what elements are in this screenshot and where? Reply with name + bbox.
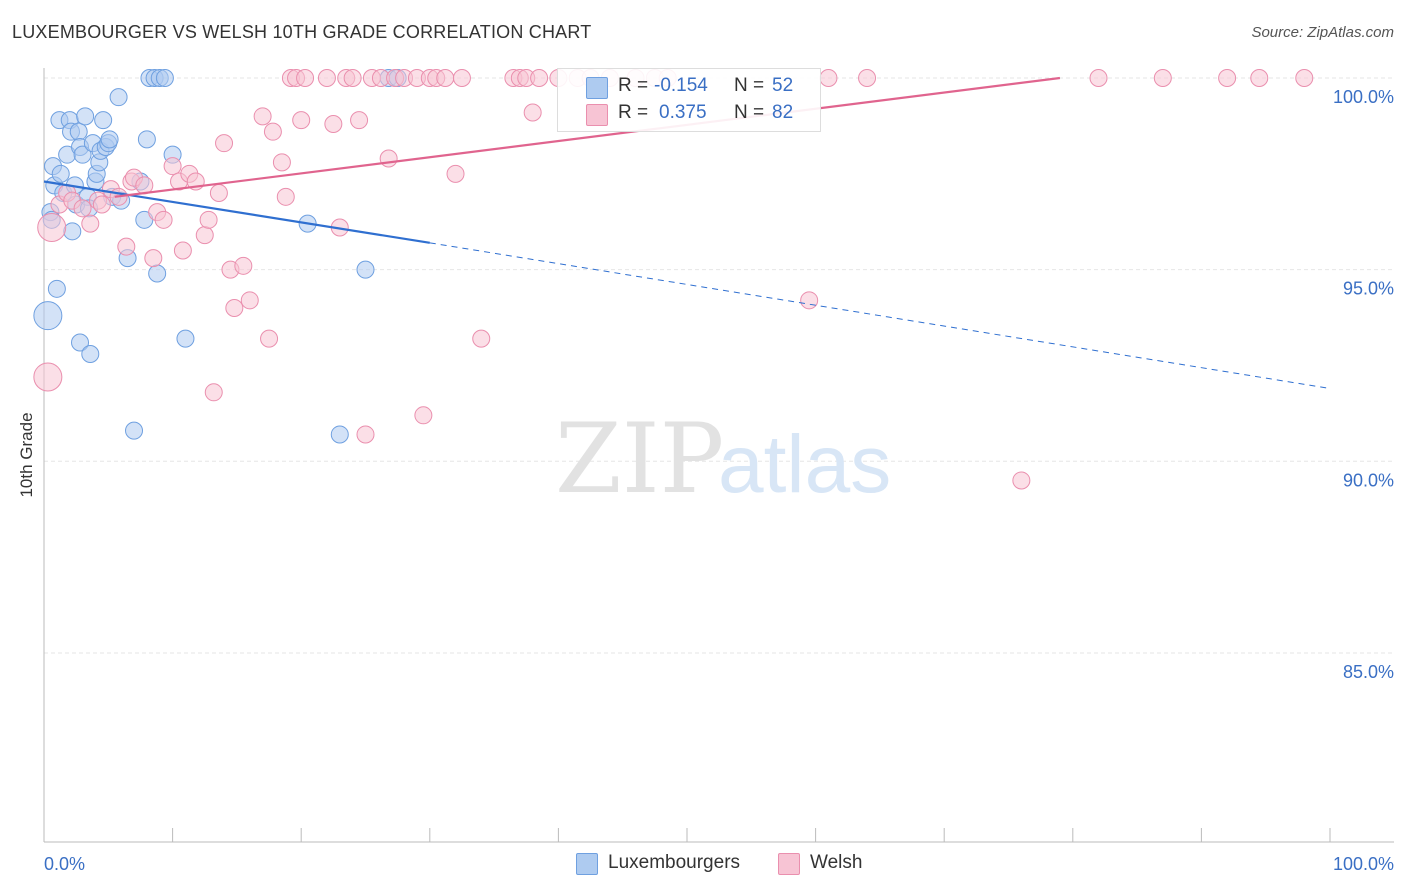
y-tick-label: 85.0% [1343, 662, 1394, 682]
luxembourger-point [71, 333, 90, 352]
welsh-point [209, 183, 228, 202]
welsh-point [240, 291, 259, 310]
legend-swatch-pink [586, 104, 608, 126]
welsh-point [858, 69, 877, 87]
luxembourger-point [94, 111, 113, 130]
welsh-point [154, 210, 173, 229]
legend-r-label: R = [618, 75, 649, 96]
welsh-point [350, 111, 369, 130]
luxembourger-point [47, 279, 66, 298]
welsh-point [204, 383, 223, 402]
welsh-point [472, 329, 491, 348]
welsh-point [263, 122, 282, 141]
legend-n-label: N = [734, 102, 765, 123]
welsh-point [276, 187, 295, 206]
welsh-point [1012, 471, 1031, 490]
welsh-point [144, 249, 163, 268]
legend-r-label: R = [618, 102, 649, 123]
luxembourger-point [125, 421, 144, 440]
luxembourger-point [356, 260, 375, 279]
welsh-point [446, 164, 465, 183]
bottom-legend-label: Luxembourgers [608, 852, 741, 873]
bottom-legend-swatch-blue [576, 853, 598, 875]
luxembourger-point [155, 69, 174, 87]
welsh-point [317, 69, 336, 87]
welsh-point [234, 256, 253, 275]
watermark-atlas: atlas [718, 419, 891, 510]
welsh-point [163, 157, 182, 176]
watermark-zip: ZIP [555, 403, 724, 515]
x-tick-label-end: 100.0% [1333, 854, 1394, 874]
welsh-point [117, 237, 136, 256]
welsh-point [800, 291, 819, 310]
luxembourger-point [330, 425, 349, 444]
luxembourger-point [148, 264, 167, 283]
welsh-point [225, 298, 244, 317]
welsh-point [33, 362, 63, 392]
welsh-point [1089, 69, 1108, 87]
luxembourger-point [81, 344, 100, 363]
bottom-legend-label: Welsh [810, 852, 863, 873]
welsh-point [1218, 69, 1237, 87]
welsh-point [92, 195, 111, 214]
legend-swatch-blue [586, 77, 608, 99]
welsh-point [292, 111, 311, 130]
luxembourger-point [137, 130, 156, 149]
welsh-point [1295, 69, 1314, 87]
welsh-point [272, 153, 291, 172]
welsh-point [296, 69, 315, 87]
luxembourger-point [69, 122, 88, 141]
welsh-point [215, 134, 234, 153]
y-tick-label: 95.0% [1343, 279, 1394, 299]
luxembourger-point [76, 107, 95, 126]
welsh-point [530, 69, 549, 87]
welsh-point [1153, 69, 1172, 87]
welsh-point [356, 425, 375, 444]
luxembourger-point [73, 145, 92, 164]
welsh-point [819, 69, 838, 87]
welsh-point [343, 69, 362, 87]
luxembourger-point [33, 301, 63, 331]
welsh-point [324, 114, 343, 133]
source-label: Source: ZipAtlas.com [1251, 24, 1394, 41]
luxembourger-trend-extension [429, 242, 1331, 389]
legend-n-value: 82 [772, 102, 794, 123]
correlation-legend: R = -0.154 N = 52 R = 0.375 N = 82 [557, 68, 821, 132]
welsh-point [260, 329, 279, 348]
legend-r-value: -0.154 [654, 75, 708, 96]
legend-r-value: 0.375 [659, 102, 707, 123]
luxembourger-point [63, 222, 82, 241]
welsh-point [452, 69, 471, 87]
welsh-point [81, 214, 100, 233]
welsh-point [253, 107, 272, 126]
luxembourger-point [51, 164, 70, 183]
legend-n-label: N = [734, 75, 765, 96]
welsh-point [199, 210, 218, 229]
welsh-point [173, 241, 192, 260]
welsh-point [523, 103, 542, 122]
welsh-point [414, 406, 433, 425]
luxembourger-point [176, 329, 195, 348]
y-tick-label: 90.0% [1343, 470, 1394, 490]
bottom-legend-swatch-pink [778, 853, 800, 875]
luxembourger-trend-line [43, 180, 430, 244]
welsh-point [379, 149, 398, 168]
welsh-trend-line [114, 76, 1061, 198]
y-tick-label: 100.0% [1333, 87, 1394, 107]
welsh-point [37, 212, 67, 242]
luxembourger-point [109, 88, 128, 107]
welsh-point [436, 69, 455, 87]
x-tick-label-start: 0.0% [44, 854, 85, 874]
welsh-point [73, 199, 92, 218]
chart-title: LUXEMBOURGER VS WELSH 10TH GRADE CORRELA… [12, 22, 592, 42]
legend-n-value: 52 [772, 75, 794, 96]
welsh-point [1250, 69, 1269, 87]
luxembourger-point [100, 130, 119, 149]
welsh-point [195, 226, 214, 245]
